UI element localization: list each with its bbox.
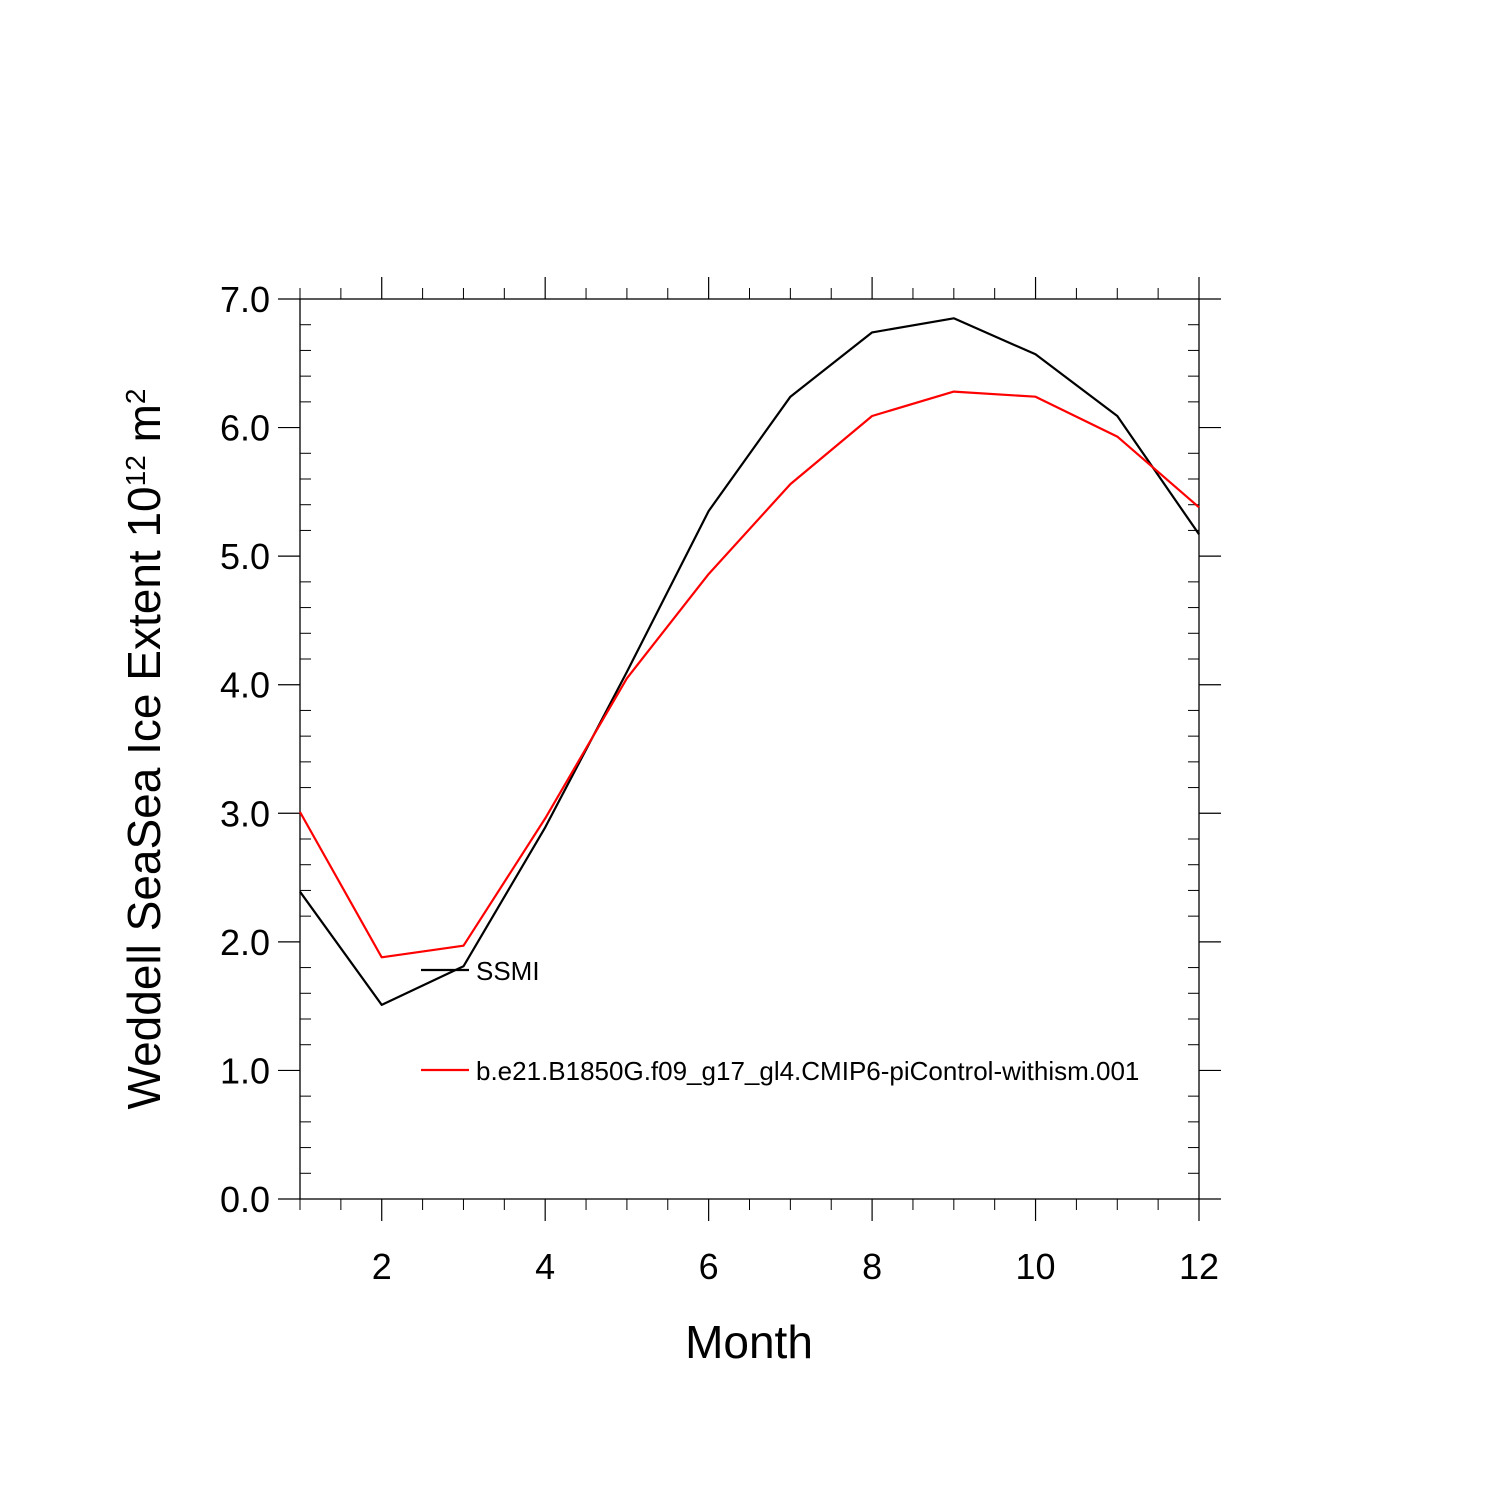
y-tick-label: 0.0: [220, 1179, 270, 1220]
y-axis-title-sup: 12: [120, 455, 151, 486]
x-tick-label: 6: [699, 1246, 719, 1287]
y-tick-label: 6.0: [220, 408, 270, 449]
y-tick-label: 4.0: [220, 665, 270, 706]
x-tick-label: 4: [535, 1246, 555, 1287]
y-tick-label: 3.0: [220, 793, 270, 834]
series-line-0: [299, 317, 1200, 1007]
y-tick-label: 5.0: [220, 536, 270, 577]
axis-ticks: [278, 277, 1221, 1221]
series-line-1: [299, 390, 1200, 959]
series-lines: [299, 317, 1200, 1007]
legend-label-1: b.e21.B1850G.f09_g17_gl4.CMIP6-piControl…: [476, 1056, 1139, 1086]
y-axis-title-unit-sup: 2: [120, 389, 151, 405]
y-axis-title-main: Weddell SeaSea Ice Extent 10: [118, 486, 170, 1109]
x-tick-label: 2: [372, 1246, 392, 1287]
y-axis-title: Weddell SeaSea Ice Extent 1012 m2: [118, 389, 170, 1110]
legend-label-0: SSMI: [476, 956, 540, 986]
x-tick-label: 10: [1016, 1246, 1056, 1287]
y-tick-label: 2.0: [220, 922, 270, 963]
x-tick-label: 8: [862, 1246, 882, 1287]
x-axis-title: Month: [685, 1316, 813, 1368]
y-tick-label: 1.0: [220, 1050, 270, 1091]
tick-labels: 0.0 1.0 2.0 3.0 4.0 5.0 6.0 7.0 2 4 6 8 10 12: [220, 279, 1219, 1287]
legend: SSMI b.e21.B1850G.f09_g17_gl4.CMIP6-piCon…: [421, 956, 1139, 1086]
y-tick-label: 7.0: [220, 279, 270, 320]
x-tick-label: 12: [1179, 1246, 1219, 1287]
y-axis-title-unit: m: [118, 404, 170, 455]
